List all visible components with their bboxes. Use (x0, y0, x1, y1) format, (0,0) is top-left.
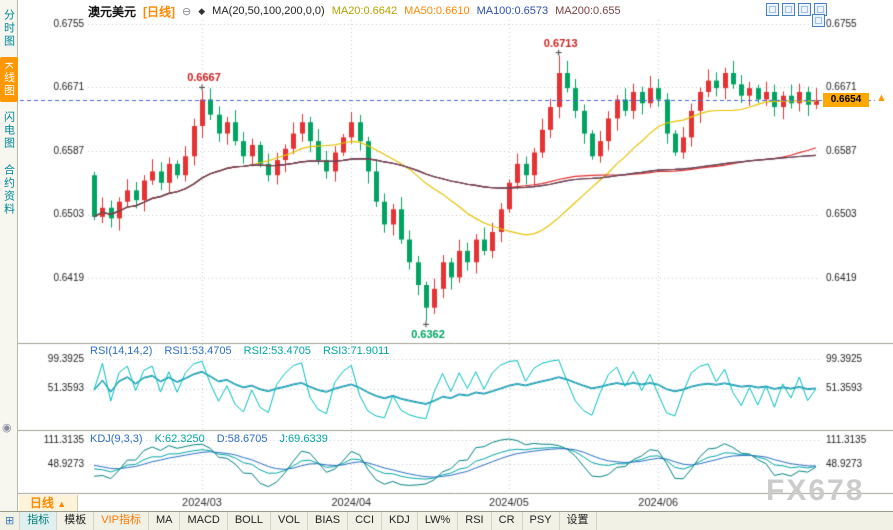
float-window-icon[interactable] (812, 14, 825, 27)
price-arrow-icon[interactable]: ▲ (876, 92, 887, 104)
watermark: FX678 (766, 474, 865, 507)
toolbar-item-2[interactable]: VIP指标 (94, 512, 149, 530)
collapse-icon[interactable]: ⊖ (182, 5, 192, 18)
cascade-windows-icon[interactable] (798, 3, 811, 16)
sidebar-item-1[interactable]: K线图 (0, 57, 18, 103)
ma-value-0: MA20:0.6642 (331, 5, 398, 17)
toolbar-item-5[interactable]: BOLL (228, 512, 271, 530)
toolbar-item-1[interactable]: 模板 (57, 512, 95, 530)
toolbar-item-7[interactable]: BIAS (308, 512, 349, 530)
toolbar-item-14[interactable]: 设置 (560, 512, 597, 530)
period-label: [日线] (143, 4, 176, 19)
tile-windows-icon[interactable] (782, 3, 795, 16)
sidebar-item-0[interactable]: 分时图 (2, 9, 15, 48)
grid-icon[interactable]: ⊞ (0, 512, 21, 530)
ma-value-2: MA100:0.6573 (476, 5, 549, 17)
ma-value-1: MA50:0.6610 (404, 5, 470, 17)
window-controls (766, 3, 827, 16)
toolbar-item-10[interactable]: LW% (418, 512, 459, 530)
bottom-toolbar: ⊞ 指标 模板 VIP指标 MA MACD BOLL VOL BIAS CCI KDJ LW% RSI… (0, 511, 893, 530)
ma-settings-label[interactable]: MA(20,50,100,200,0,0) (212, 5, 325, 17)
toolbar-item-9[interactable]: KDJ (382, 512, 418, 530)
toolbar-item-6[interactable]: VOL (271, 512, 308, 530)
kdj-value-0: K:62.3250 (154, 433, 205, 445)
kdj-panel-header: KDJ(9,3,3) K:62.3250 D:58.6705 J:69.6339 (90, 433, 328, 445)
rsi-title[interactable]: RSI(14,14,2) (90, 345, 153, 357)
chart-header: 澳元美元 [日线] ⊖ ◆ MA(20,50,100,200,0,0) MA20… (88, 3, 621, 19)
sidebar-item-3[interactable]: 合约资料 (2, 164, 15, 217)
toolbar-item-0[interactable]: 指标 (20, 512, 58, 530)
toolbar-item-12[interactable]: CR (492, 512, 523, 530)
rsi-panel-header: RSI(14,14,2) RSI1:53.4705 RSI2:53.4705 RSI… (90, 345, 389, 357)
rsi-value-0: RSI1:53.4705 (164, 345, 232, 357)
toolbar-item-3[interactable]: MA (149, 512, 181, 530)
symbol-title: 澳元美元 (88, 4, 137, 19)
sidebar: 分时图 K线图闪电图合约资料 (0, 0, 18, 511)
sidebar-item-2[interactable]: 闪电图 (2, 111, 15, 151)
rsi-value-1: RSI2:53.4705 (243, 345, 311, 357)
window-controls-secondary (812, 14, 825, 27)
kdj-value-2: J:69.6339 (279, 433, 328, 445)
toolbar-item-13[interactable]: PSY (523, 512, 560, 530)
new-window-icon[interactable] (766, 3, 779, 16)
toolbar-item-11[interactable]: RSI (458, 512, 492, 530)
period-tab[interactable]: 日线 ▲ (19, 495, 78, 511)
rsi-value-2: RSI3:71.9011 (322, 345, 390, 357)
ma-indicator-icon: ◆ (198, 5, 206, 16)
kdj-title[interactable]: KDJ(9,3,3) (90, 433, 143, 445)
toolbar-item-4[interactable]: MACD (180, 512, 228, 530)
current-price-tag: 0.6654 (823, 93, 869, 107)
period-tab-label: 日线 (29, 496, 54, 510)
panel-settings-icon[interactable]: ◉ (2, 422, 12, 434)
kdj-value-1: D:58.6705 (216, 433, 268, 445)
ma-value-3: MA200:0.655 (555, 5, 621, 17)
chevron-up-icon: ▲ (57, 499, 67, 509)
toolbar-item-8[interactable]: CCI (348, 512, 383, 530)
